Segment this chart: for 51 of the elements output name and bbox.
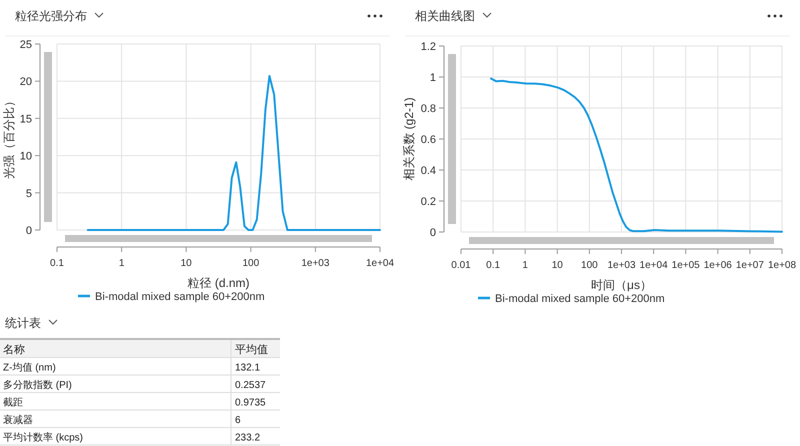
text: 0.9735	[235, 398, 266, 408]
y-tick-label: 0.8	[420, 103, 436, 115]
y-tick-label: 0.4	[420, 165, 436, 177]
text: 截距	[3, 396, 23, 408]
text: 平均值	[235, 344, 268, 356]
y-tick-label: 15	[20, 113, 32, 126]
y-tick-label: 5	[26, 188, 32, 200]
y-axis-title: 光强（百分比）	[2, 95, 16, 179]
x-tick-label: 10	[180, 258, 192, 269]
text: 132.1	[235, 362, 260, 374]
x-tick-label: 1e+03	[607, 260, 636, 271]
text: 6	[235, 415, 241, 426]
x-tick-label: 0.1	[50, 258, 64, 269]
y-tick-label: 10	[20, 150, 32, 163]
x-axis-title: 粒径 (d.nm)	[187, 276, 250, 290]
y-tick-label: 0.2	[420, 196, 436, 208]
x-tick-label: 100	[581, 260, 598, 271]
y-tick-label: 25	[20, 39, 32, 51]
chart-title: 粒径光强分布	[15, 9, 87, 23]
x-tick-label: 100	[242, 258, 260, 269]
text: 多分散指数 (PI)	[3, 379, 72, 391]
y-tick-label: 1	[430, 72, 436, 84]
x-tick-label: 1e+05	[672, 260, 700, 271]
text: 平均计数率 (kcps)	[3, 432, 83, 444]
x-tick-label: 0.01	[451, 260, 472, 271]
x-tick-label: 1e+04	[366, 258, 394, 269]
x-tick-label: 1e+03	[301, 258, 330, 269]
y-tick-label: 0.6	[420, 134, 436, 146]
x-tick-label: 1	[522, 260, 528, 271]
legend-label: Bi-modal mixed sample 60+200nm	[495, 293, 665, 305]
y-tick-label: 0	[430, 227, 436, 239]
legend-label: Bi-modal mixed sample 60+200nm	[95, 291, 265, 303]
text: 0.2537	[235, 380, 266, 391]
y-tick-label: 20	[20, 76, 32, 88]
x-tick-label: 1e+04	[640, 260, 668, 271]
text: Z-均值 (nm)	[3, 362, 56, 374]
x-tick-label: 1e+07	[736, 260, 764, 271]
y-tick-label: 1.2	[420, 41, 436, 53]
x-tick-label: 1	[118, 258, 125, 269]
text: 233.2	[235, 432, 260, 444]
text: 衰减器	[3, 414, 33, 426]
text: 名称	[3, 344, 25, 356]
x-tick-label: 1e+08	[768, 260, 796, 271]
x-tick-label: 1e+06	[704, 260, 732, 271]
x-tick-label: 10	[552, 260, 564, 271]
x-tick-label: 0.1	[486, 260, 500, 271]
text: 统计表	[5, 316, 41, 330]
x-axis-title: 时间（μs）	[591, 278, 652, 292]
y-axis-title: 相关系数 (g2-1)	[402, 97, 416, 181]
y-tick-label: 0	[26, 225, 32, 237]
chart-title: 相关曲线图	[415, 9, 475, 23]
